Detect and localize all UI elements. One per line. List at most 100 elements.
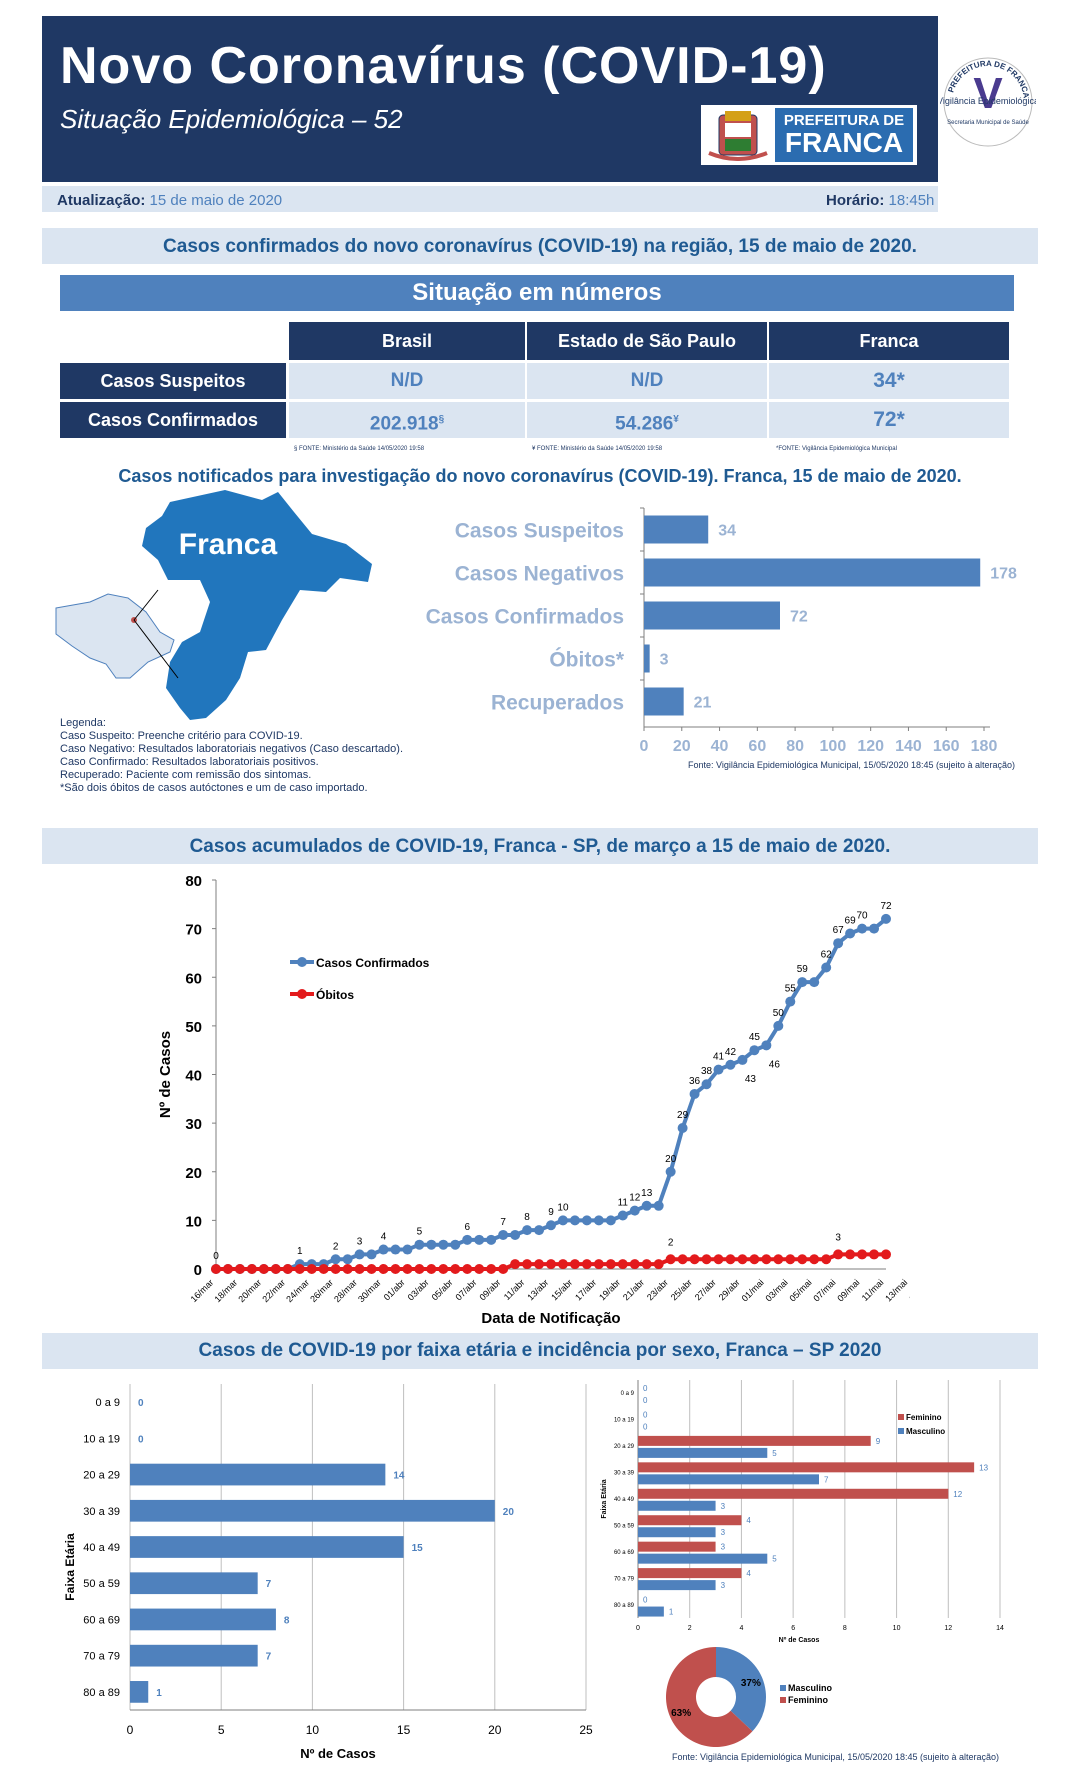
point-label: 67 <box>833 925 845 936</box>
pie-slice <box>666 1647 753 1747</box>
data-label: 9 <box>876 1437 881 1446</box>
data-label: 0 <box>643 1410 648 1419</box>
cell-sp-suspeitos: N/D <box>527 363 767 399</box>
x-tick-label: 4 <box>739 1625 743 1632</box>
x-tick-label: 07/mai <box>811 1277 837 1303</box>
data-label: 3 <box>721 1502 726 1511</box>
data-point <box>809 1254 820 1265</box>
point-label: 46 <box>769 1059 781 1070</box>
point-label: 55 <box>785 984 797 995</box>
data-point <box>701 1079 712 1090</box>
data-point <box>701 1254 712 1265</box>
data-point <box>522 1225 533 1236</box>
category-label: 30 a 39 <box>614 1471 635 1477</box>
legend-swatch <box>898 1414 904 1420</box>
pie-label: 37% <box>741 1678 761 1689</box>
x-tick-label: 160 <box>933 738 960 755</box>
category-label: 10 a 19 <box>614 1418 635 1424</box>
y-tick-label: 80 <box>185 873 202 890</box>
data-point <box>797 977 808 988</box>
x-tick-label: 0 <box>640 738 649 755</box>
y-tick-label: 30 <box>185 1116 202 1133</box>
point-label: 36 <box>689 1076 701 1087</box>
y-axis-title: Faixa Etária <box>601 1479 608 1518</box>
point-label: 10 <box>557 1202 569 1213</box>
x-tick-label: 12 <box>944 1625 952 1632</box>
legend-marker <box>297 989 307 999</box>
data-point <box>366 1249 377 1260</box>
pie-slice <box>716 1647 766 1732</box>
data-point <box>857 1249 868 1260</box>
category-label: 20 a 29 <box>83 1470 120 1482</box>
section4-source: Fonte: Vigilância Epidemiológica Municip… <box>672 1752 1000 1762</box>
franca-municipality-shape <box>142 490 372 720</box>
bar <box>638 1488 949 1499</box>
category-label: 80 a 89 <box>83 1687 120 1699</box>
update-time: Horário: 18:45h <box>826 192 934 209</box>
data-point <box>354 1264 365 1274</box>
category-label: 60 a 69 <box>614 1550 635 1556</box>
category-label: Casos Suspeitos <box>455 520 624 543</box>
data-point <box>641 1259 652 1270</box>
vigilancia-name: Vigilância Epidemiológica <box>940 96 1036 106</box>
bar <box>638 1541 716 1552</box>
vigilancia-logo: PREFEITURA DE FRANCA V Vigilância Epidem… <box>940 57 1036 147</box>
brasil-source-mark: § <box>438 414 445 425</box>
point-label: 4 <box>381 1232 387 1243</box>
data-label: 3 <box>721 1543 726 1552</box>
x-axis-title: Nº de Casos <box>779 1637 820 1644</box>
data-point <box>689 1254 700 1265</box>
x-tick-label: 22/mar <box>260 1277 287 1304</box>
data-point <box>677 1254 688 1265</box>
data-point <box>342 1264 353 1274</box>
data-point <box>414 1239 425 1250</box>
row-header-confirmados: Casos Confirmados <box>60 402 286 438</box>
data-label: 20 <box>503 1507 515 1518</box>
legend-label: Casos Confirmados <box>316 956 430 970</box>
category-label: 60 a 69 <box>83 1614 120 1626</box>
data-point <box>581 1215 592 1226</box>
legend-item: Caso Suspeito: Preenche critério para CO… <box>60 730 303 742</box>
data-point <box>737 1054 748 1065</box>
bar <box>130 1463 386 1486</box>
data-point <box>474 1264 485 1274</box>
data-point <box>498 1264 509 1274</box>
category-label: 20 a 29 <box>614 1444 635 1450</box>
data-point <box>402 1264 413 1274</box>
point-label: 62 <box>821 950 833 961</box>
point-label: 45 <box>749 1032 761 1043</box>
data-point <box>462 1264 473 1274</box>
data-label: 0 <box>138 1434 144 1445</box>
data-point <box>749 1045 760 1056</box>
point-label: 38 <box>701 1066 713 1077</box>
brasil-confirmados-value: 202.918 <box>369 413 439 435</box>
point-label: 70 <box>857 911 869 922</box>
data-point <box>713 1254 724 1265</box>
point-label: 2 <box>668 1237 674 1248</box>
x-tick-label: 24/mar <box>284 1277 311 1304</box>
data-point <box>629 1205 640 1216</box>
data-point <box>797 1254 808 1265</box>
x-tick-label: 15/mai <box>907 1277 910 1303</box>
data-point <box>641 1200 652 1211</box>
data-point <box>474 1234 485 1245</box>
data-point <box>258 1264 269 1274</box>
point-label: 7 <box>500 1217 506 1228</box>
x-tick-label: 11/abr <box>502 1277 527 1302</box>
x-tick-label: 140 <box>895 738 922 755</box>
x-tick-label: 21/abr <box>621 1277 646 1302</box>
x-tick-label: 120 <box>857 738 884 755</box>
x-tick-label: 28/mar <box>332 1277 359 1304</box>
data-point <box>294 1264 305 1274</box>
legend-label: Masculino <box>906 1427 945 1436</box>
data-point <box>761 1040 772 1051</box>
data-point <box>749 1254 760 1265</box>
data-label: 4 <box>746 1516 751 1525</box>
data-point <box>246 1264 257 1274</box>
data-point <box>402 1244 413 1255</box>
data-label: 1 <box>669 1608 674 1617</box>
bar <box>638 1553 768 1564</box>
x-tick-label: 16/mar <box>189 1277 216 1304</box>
data-point <box>821 1254 832 1265</box>
y-tick-label: 0 <box>194 1262 202 1279</box>
